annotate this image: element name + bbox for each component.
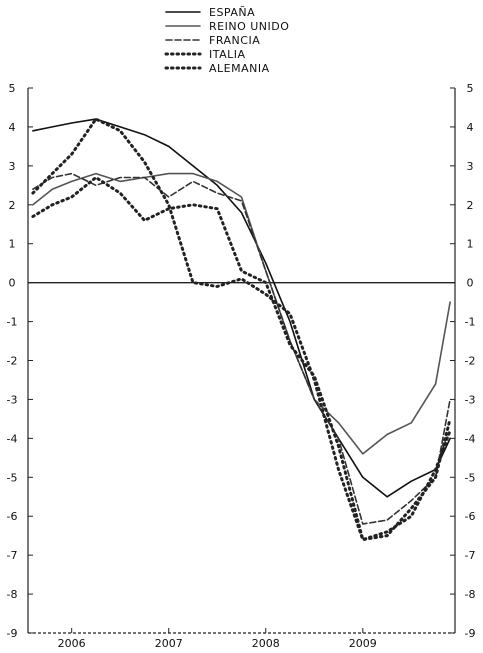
y-tick-label-right: -4 (465, 432, 476, 445)
y-tick-label-left: 3 (9, 160, 16, 173)
y-tick-label-right: -1 (465, 316, 476, 329)
series-line-1 (32, 172, 451, 455)
legend-label-2: FRANCIA (209, 34, 260, 47)
y-tick-label-right: 1 (467, 238, 474, 251)
y-tick-label-left: 0 (9, 277, 16, 290)
y-tick-label-right: 3 (467, 160, 474, 173)
y-tick-label-left: -7 (7, 549, 18, 562)
y-tick-label-left: -5 (7, 471, 18, 484)
series-line-4 (31, 117, 452, 542)
series-line-2 (32, 172, 451, 525)
x-tick-label: 2007 (155, 637, 183, 650)
x-tick-label: 2009 (349, 637, 377, 650)
legend-label-0: ESPAÑA (209, 6, 255, 19)
y-tick-label-left: -9 (7, 627, 18, 640)
y-tick-label-right: -6 (465, 510, 476, 523)
y-tick-label-left: 5 (9, 82, 16, 95)
y-tick-label-left: -4 (7, 432, 18, 445)
y-tick-label-right: -8 (465, 588, 476, 601)
y-tick-label-left: -8 (7, 588, 18, 601)
y-tick-label-right: -7 (465, 549, 476, 562)
y-tick-label-left: 2 (9, 199, 16, 212)
y-tick-label-left: -2 (7, 355, 18, 368)
y-tick-label-left: -6 (7, 510, 18, 523)
legend-label-3: ITALIA (209, 48, 246, 61)
axes: 5 5 4 4 3 3 2 2 1 1 0 0 -1 -1 -2 -2 -3 -3 -4 -4 -5 -5 -6 -6 -7 -7… (7, 82, 476, 650)
y-tick-label-right: 5 (467, 82, 474, 95)
y-tick-label-right: 0 (467, 277, 474, 290)
y-tick-label-left: -1 (7, 316, 18, 329)
y-tick-label-right: -2 (465, 355, 476, 368)
y-tick-label-right: 4 (467, 121, 474, 134)
legend-label-1: REINO UNIDO (209, 20, 289, 33)
y-tick-label-right: -3 (465, 393, 476, 406)
series-line-0 (32, 118, 451, 498)
y-tick-label-left: 4 (9, 121, 16, 134)
y-tick-label-left: -3 (7, 393, 18, 406)
y-tick-label-right: -5 (465, 471, 476, 484)
x-tick-label: 2008 (252, 637, 280, 650)
x-tick-label: 2006 (58, 637, 86, 650)
y-tick-label-left: 1 (9, 238, 16, 251)
y-tick-label-right: 2 (467, 199, 474, 212)
series-layer (31, 117, 452, 542)
legend-label-4: ALEMANIA (209, 62, 270, 75)
series-line-3 (31, 176, 452, 542)
y-tick-label-right: -9 (465, 627, 476, 640)
